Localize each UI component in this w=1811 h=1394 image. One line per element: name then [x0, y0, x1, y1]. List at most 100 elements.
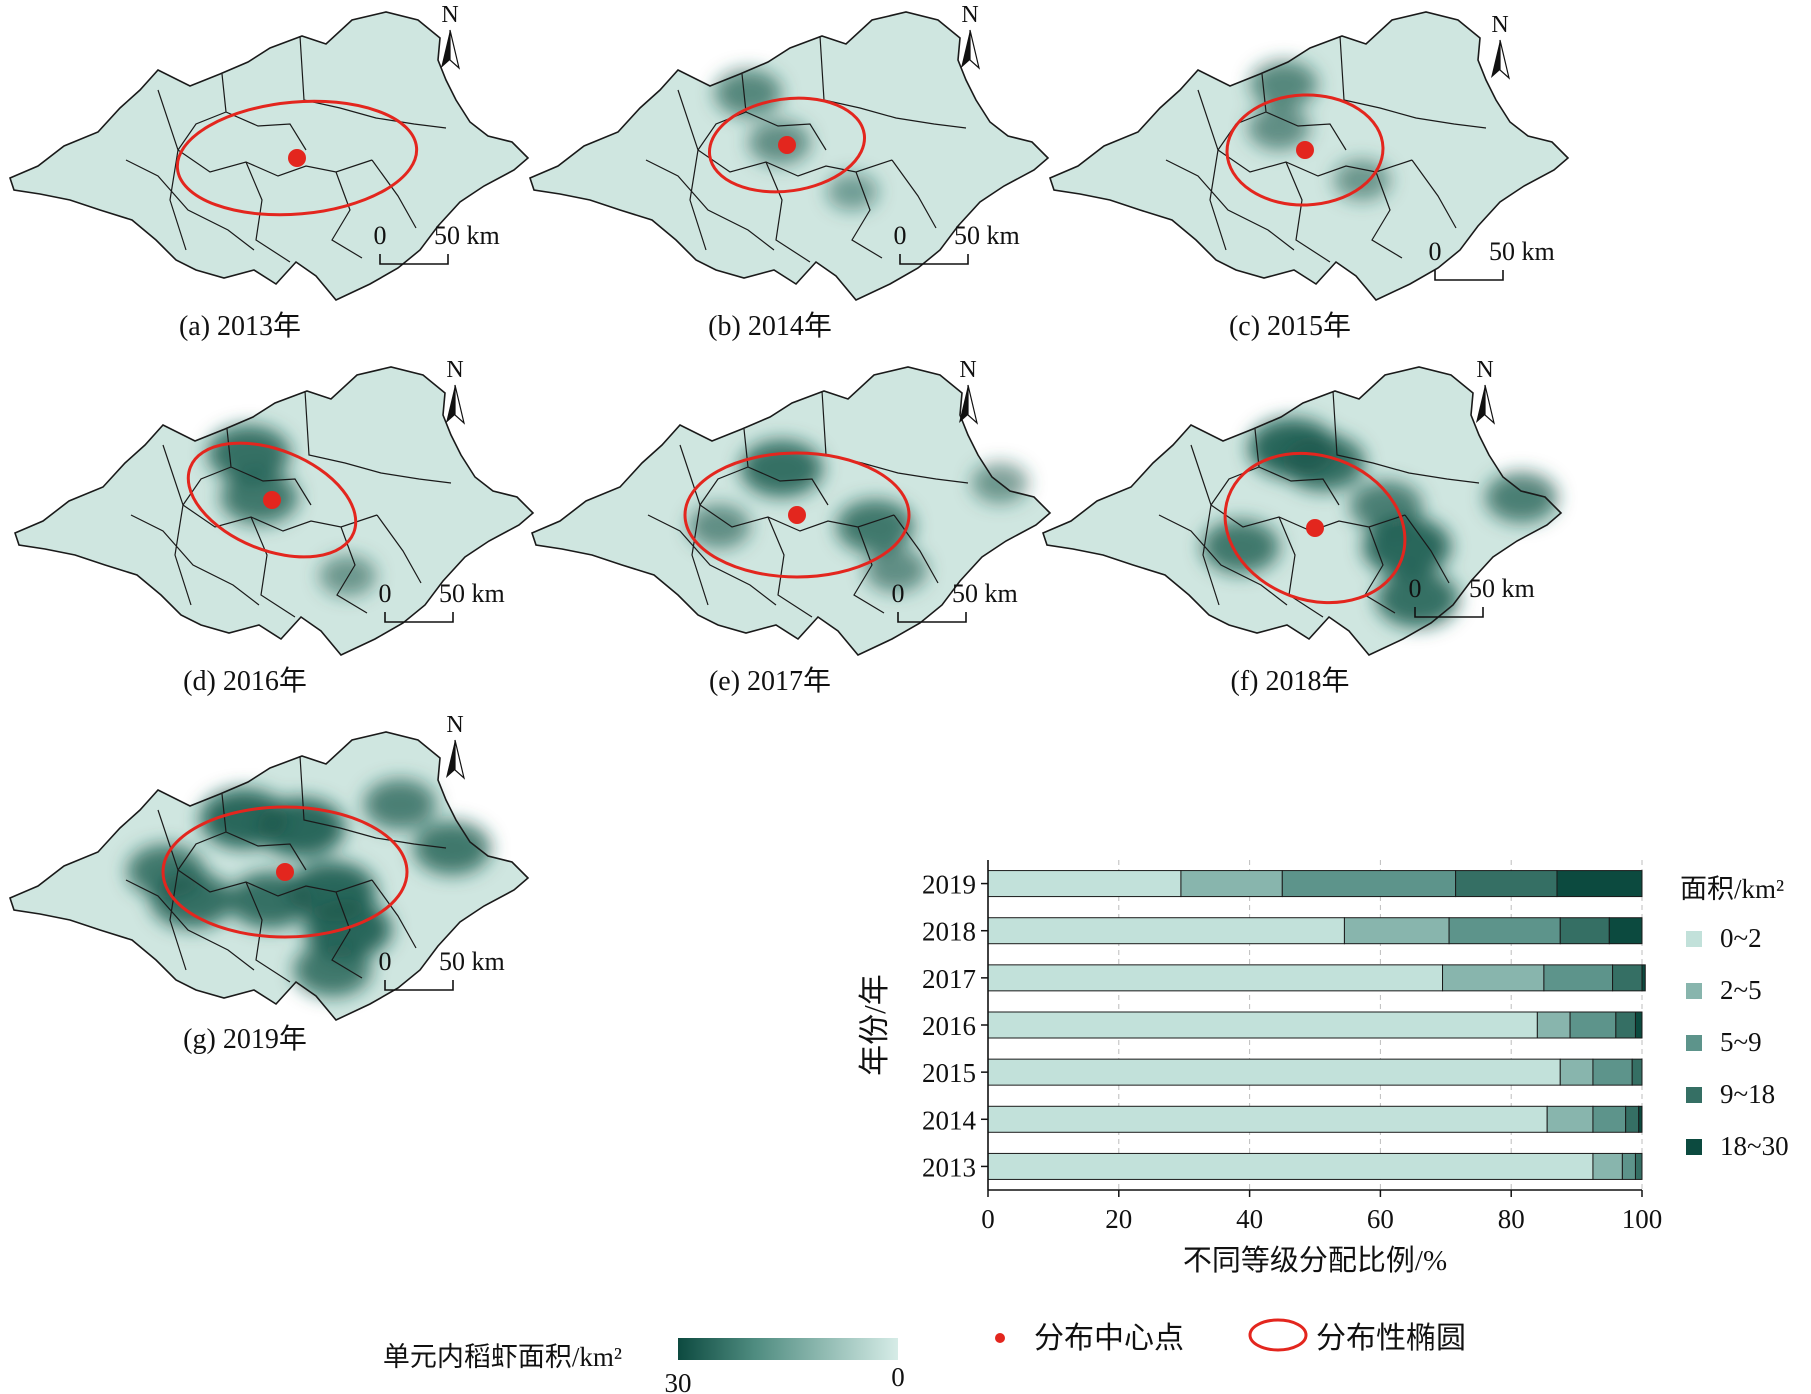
map-panel-2014: N 0 50 km (b) 2014年: [529, 2, 1049, 342]
scale-bar-line: [897, 612, 967, 623]
map-panel-2019: N 0 50 km (g) 2019年: [9, 712, 529, 1055]
scale-bar-line: [379, 254, 449, 265]
legend-label: 9~18: [1720, 1079, 1775, 1109]
bar-segment-2015-0~2: [987, 1058, 1561, 1086]
density-hotspot: [257, 797, 346, 858]
density-hotspot: [1376, 570, 1459, 628]
map-caption: (f) 2018年: [1231, 665, 1350, 697]
scale-bar-line: [384, 980, 454, 991]
map-body: [1042, 366, 1562, 656]
bar-segment-2018-2~5: [1343, 917, 1450, 945]
density-hotspot: [688, 504, 751, 549]
density-hotspot: [1201, 520, 1280, 574]
map-panel-2015: N 0 50 km (c) 2015年: [1049, 11, 1569, 342]
north-arrow-right: [1484, 384, 1496, 425]
density-hotspot: [826, 173, 879, 211]
scale-bar: 0 50 km: [894, 221, 1020, 265]
bar-segment-2016-5~9: [1569, 1011, 1617, 1039]
bar-segment-2017-5~9: [1543, 964, 1614, 992]
distribution-ellipse: [1223, 451, 1407, 605]
legend-label: 18~30: [1720, 1131, 1789, 1161]
north-arrow-icon: N: [959, 357, 979, 425]
distribution-center-point: [276, 863, 294, 881]
scale-distance-label: 50 km: [434, 221, 500, 250]
x-tick-label: 40: [1236, 1204, 1263, 1234]
scale-bar: 0 50 km: [1409, 574, 1535, 618]
scale-distance-label: 50 km: [439, 947, 505, 976]
bar-segment-2019-2~5: [1180, 870, 1283, 898]
scale-distance-label: 50 km: [1469, 574, 1535, 603]
north-arrow-left: [446, 740, 455, 778]
legend-swatch: [1686, 1035, 1702, 1051]
north-label: N: [959, 357, 976, 383]
density-hotspot: [293, 943, 372, 997]
bar-segment-2019-5~9: [1281, 870, 1457, 898]
north-arrow-icon: N: [1491, 12, 1511, 80]
x-tick-label: 0: [981, 1204, 995, 1234]
density-hotspot: [1250, 60, 1318, 109]
bar-segment-2017-2~5: [1442, 964, 1545, 992]
legend-label: 0~2: [1720, 923, 1762, 953]
map-body: [9, 731, 529, 1021]
distribution-ellipse: [1225, 93, 1385, 207]
legend-swatch: [1686, 1139, 1702, 1155]
x-axis-title: 不同等级分配比例/%: [1183, 1244, 1447, 1277]
bar-segment-2017-0~2: [987, 964, 1444, 992]
bar-segment-2014-2~5: [1546, 1105, 1594, 1133]
map-panel-2017: N 0 50 km (e) 2017年: [531, 357, 1051, 697]
y-tick-label: 2015: [922, 1058, 976, 1088]
bar-segment-2014-18~30: [1638, 1105, 1643, 1133]
y-tick-label: 2016: [922, 1011, 976, 1041]
distribution-ellipse: [683, 451, 911, 579]
map-body: [14, 366, 534, 656]
legend-swatch: [1686, 931, 1702, 947]
scale-bar: 0 50 km: [379, 579, 505, 623]
density-hotspot: [1485, 472, 1558, 523]
scale-zero-label: 0: [379, 579, 392, 608]
scale-distance-label: 50 km: [1489, 237, 1555, 266]
bar-segment-2016-18~30: [1634, 1011, 1643, 1039]
scale-bar: 0 50 km: [379, 947, 505, 991]
scale-zero-label: 0: [1429, 237, 1442, 266]
north-label: N: [441, 2, 458, 28]
density-hotspot: [363, 779, 437, 830]
bar-segment-2014-9~18: [1625, 1105, 1640, 1133]
north-arrow-left: [961, 30, 970, 68]
gradient-high-label: 30: [665, 1368, 692, 1394]
north-arrow-icon: N: [441, 2, 461, 70]
bar-segment-2015-9~18: [1631, 1058, 1643, 1086]
y-tick-label: 2014: [922, 1105, 977, 1135]
scale-bar: 0 50 km: [1429, 237, 1555, 281]
bar-segment-2019-9~18: [1455, 870, 1558, 898]
scale-bar-line: [1434, 270, 1504, 281]
x-tick-label: 20: [1105, 1204, 1132, 1234]
bar-segment-2014-5~9: [1592, 1105, 1627, 1133]
scale-distance-label: 50 km: [952, 579, 1018, 608]
scale-bar-line: [899, 254, 969, 265]
scale-bar: 0 50 km: [374, 221, 500, 265]
center-point-legend-symbol: [995, 1333, 1005, 1343]
bar-segment-2013-5~9: [1621, 1152, 1636, 1180]
gradient-legend-label: 单元内稻虾面积/km²: [383, 1342, 622, 1372]
scale-distance-label: 50 km: [439, 579, 505, 608]
center-point-legend-label: 分布中心点: [1034, 1322, 1184, 1355]
legend-swatch: [1686, 983, 1702, 999]
ellipse-legend-symbol: [1248, 1318, 1308, 1352]
scale-zero-label: 0: [892, 579, 905, 608]
chart-legend: 面积/km² 0~2 2~5 5~9 9~18 18~30: [1680, 874, 1789, 1161]
density-hotspot: [1333, 159, 1391, 201]
density-hotspot: [413, 821, 491, 875]
distribution-center-point: [778, 136, 796, 154]
north-arrow-right: [454, 384, 466, 425]
north-arrow-icon: N: [446, 712, 466, 780]
north-arrow-left: [959, 385, 968, 423]
north-label: N: [1476, 357, 1493, 383]
distribution-center-point: [1296, 141, 1314, 159]
density-hotspot: [865, 548, 927, 592]
density-hotspot: [1247, 106, 1310, 150]
bar-segment-2016-2~5: [1536, 1011, 1571, 1039]
north-arrow-right: [967, 384, 979, 425]
north-arrow-left: [1491, 40, 1500, 78]
density-hotspot: [1363, 516, 1451, 577]
